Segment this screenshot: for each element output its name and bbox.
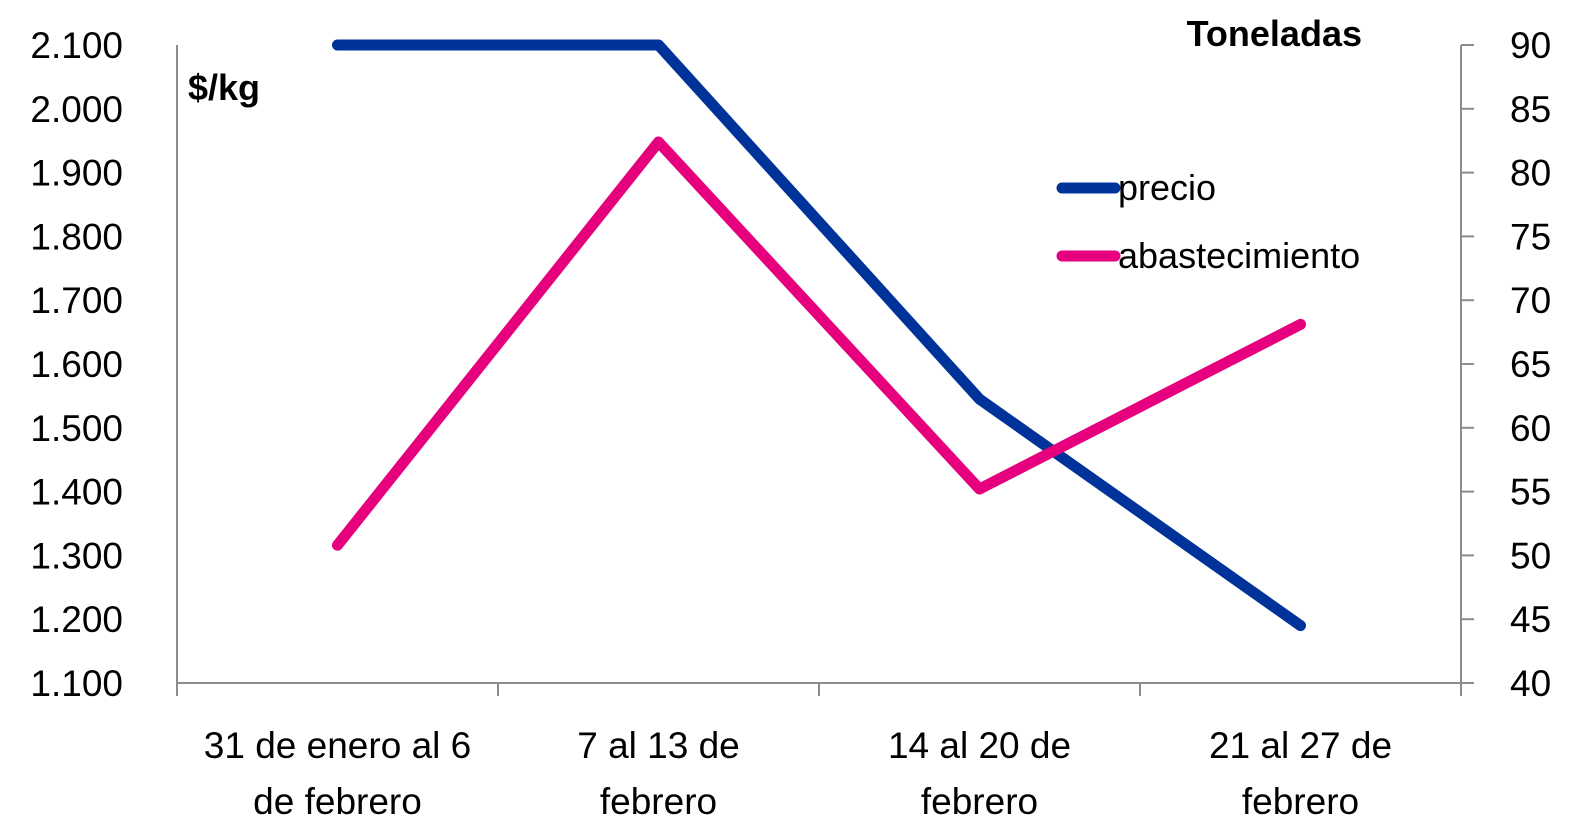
right-tick-label: 85 [1510, 89, 1551, 130]
left-tick-label: 1.200 [30, 599, 123, 640]
series-line-abastecimiento [332, 136, 1306, 551]
x-category-label: 7 al 13 de febrero [577, 725, 740, 822]
left-tick-label: 1.500 [30, 408, 123, 449]
left-tick-label: 1.300 [30, 535, 123, 576]
left-tick-label: 1.100 [30, 663, 123, 704]
legend-label-precio: precio [1118, 167, 1216, 208]
right-tick-label: 60 [1510, 408, 1551, 449]
left-tick-label: 1.800 [30, 216, 123, 257]
x-axis-labels: 31 de enero al 6 de febrero 7 al 13 de febr… [204, 725, 1392, 822]
right-tick-label: 65 [1510, 344, 1551, 385]
right-tick-label: 40 [1510, 663, 1551, 704]
right-tick-label: 80 [1510, 153, 1551, 194]
right-tick-label: 50 [1510, 535, 1551, 576]
x-axis: 31 de enero al 6 de febrero 7 al 13 de febr… [176, 682, 1462, 822]
x-category-label: 21 al 27 de febrero [1209, 725, 1392, 822]
left-axis: 1.100 1.200 1.300 1.400 1.500 1.600 1.700 1.800… [30, 25, 260, 704]
right-axis-ticks: 40 45 50 55 60 65 70 75 80 85 90 [1461, 25, 1551, 704]
x-category-label: 14 al 20 de febrero [888, 725, 1071, 822]
right-axis: 40 45 50 55 60 65 70 75 80 85 90 Toneladas [1187, 13, 1552, 704]
right-tick-label: 55 [1510, 472, 1551, 513]
right-tick-label: 45 [1510, 599, 1551, 640]
right-tick-label: 70 [1510, 280, 1551, 321]
right-tick-label: 90 [1510, 25, 1551, 66]
left-tick-label: 1.600 [30, 344, 123, 385]
left-axis-title: $/kg [188, 67, 260, 108]
left-tick-label: 2.000 [30, 89, 123, 130]
right-axis-title: Toneladas [1187, 13, 1362, 54]
series-layer [332, 39, 1306, 632]
x-category-label: 31 de enero al 6 de febrero [204, 725, 471, 822]
left-axis-ticks: 1.100 1.200 1.300 1.400 1.500 1.600 1.700 1.800… [30, 25, 123, 704]
left-tick-label: 2.100 [30, 25, 123, 66]
left-tick-label: 1.400 [30, 472, 123, 513]
x-axis-ticks [176, 683, 1462, 696]
right-tick-label: 75 [1510, 216, 1551, 257]
left-tick-label: 1.900 [30, 153, 123, 194]
left-tick-label: 1.700 [30, 280, 123, 321]
legend-label-abastecimiento: abastecimiento [1118, 235, 1360, 276]
legend: precio abastecimiento [1056, 167, 1360, 276]
series-line-precio [332, 39, 1306, 632]
